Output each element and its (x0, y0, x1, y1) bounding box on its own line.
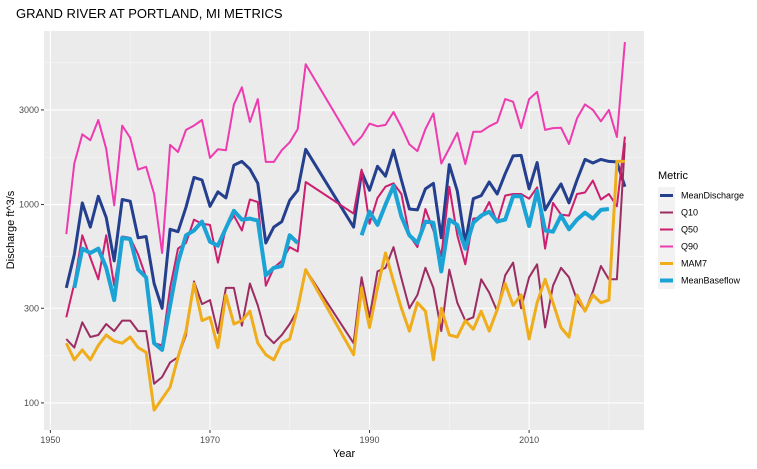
major-gridlines (44, 31, 644, 430)
series-line-q10 (65, 142, 626, 385)
series-line-mam7 (64, 159, 625, 412)
y-tick-label: 1000 (19, 200, 39, 210)
y-axis-label: Discharge ft^3/s (5, 190, 17, 269)
legend-title: Metric (658, 170, 688, 182)
series-line-mean-baseflow (72, 184, 610, 352)
x-axis: 1950 1970 1990 2010 (40, 430, 539, 445)
legend-label-mean-baseflow: MeanBaseflow (681, 276, 741, 286)
y-axis: 100 300 1000 3000 (19, 105, 44, 408)
y-tick-label: 100 (24, 398, 39, 408)
series-line-mean-discharge (64, 147, 627, 310)
x-tick-label: 1990 (360, 435, 380, 445)
legend-label-mam7: MAM7 (681, 259, 707, 269)
legend-label-mean-discharge: MeanDischarge (681, 191, 744, 201)
x-tick-label: 2010 (519, 435, 539, 445)
series-line-q90 (65, 41, 626, 254)
legend-label-q50: Q50 (681, 225, 698, 235)
legend-label-q90: Q90 (681, 242, 698, 252)
chart-title: GRAND RIVER AT PORTLAND, MI METRICS (16, 6, 283, 21)
x-tick-label: 1970 (200, 435, 220, 445)
y-tick-label: 300 (24, 303, 39, 313)
x-axis-label: Year (333, 448, 356, 460)
legend-label-q10: Q10 (681, 208, 698, 218)
legend: Metric MeanDischarge Q10 Q50 Q90 MAM7 MeanBas… (658, 170, 744, 289)
x-tick-label: 1950 (40, 435, 60, 445)
series-lines (64, 41, 627, 412)
y-tick-label: 3000 (19, 105, 39, 115)
